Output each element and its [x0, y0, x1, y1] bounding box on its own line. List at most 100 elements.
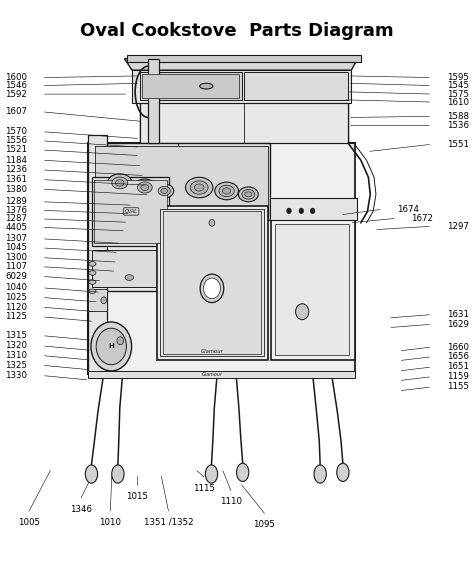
- Ellipse shape: [137, 182, 152, 193]
- Circle shape: [296, 304, 309, 320]
- Ellipse shape: [314, 465, 326, 483]
- Text: 1120: 1120: [5, 303, 27, 312]
- Text: 1588: 1588: [447, 112, 469, 121]
- Text: 1651: 1651: [447, 363, 469, 372]
- Text: 1289: 1289: [5, 197, 27, 206]
- Bar: [132, 70, 351, 103]
- Circle shape: [299, 208, 304, 214]
- Circle shape: [96, 328, 127, 365]
- Bar: [88, 371, 355, 378]
- Bar: [92, 250, 169, 287]
- Bar: [156, 206, 268, 360]
- Text: 1595: 1595: [447, 73, 469, 82]
- Bar: [140, 103, 348, 143]
- Text: 6029: 6029: [5, 272, 27, 281]
- Text: 1125: 1125: [5, 312, 27, 321]
- Text: 1674: 1674: [397, 204, 419, 214]
- Bar: [148, 59, 158, 143]
- Ellipse shape: [245, 192, 252, 197]
- Text: H: H: [109, 343, 114, 349]
- Text: 1015: 1015: [126, 492, 148, 501]
- Circle shape: [209, 219, 215, 226]
- Ellipse shape: [112, 177, 128, 189]
- Bar: [140, 73, 242, 100]
- Ellipse shape: [337, 463, 349, 481]
- Text: Glamour: Glamour: [201, 372, 222, 377]
- Ellipse shape: [89, 280, 96, 284]
- Text: 1110: 1110: [220, 497, 242, 506]
- Text: 1361: 1361: [5, 175, 27, 184]
- Ellipse shape: [89, 262, 96, 266]
- Text: 1330: 1330: [5, 371, 27, 380]
- Text: 1551: 1551: [447, 140, 469, 148]
- Ellipse shape: [190, 181, 208, 194]
- Ellipse shape: [134, 179, 156, 196]
- Text: 1351 /1352: 1351 /1352: [144, 518, 193, 527]
- Bar: [88, 289, 107, 311]
- Circle shape: [203, 278, 220, 299]
- Bar: [88, 143, 355, 374]
- Text: 1315: 1315: [5, 331, 27, 340]
- Circle shape: [101, 297, 107, 304]
- Ellipse shape: [158, 186, 170, 196]
- Text: 1159: 1159: [447, 372, 469, 381]
- Text: 1672: 1672: [411, 214, 433, 223]
- Polygon shape: [125, 59, 357, 70]
- Ellipse shape: [155, 184, 173, 198]
- Text: 1287: 1287: [5, 214, 27, 223]
- Text: Oval Cookstove  Parts Diagram: Oval Cookstove Parts Diagram: [80, 22, 394, 40]
- Bar: [143, 74, 239, 98]
- Text: 1536: 1536: [447, 121, 469, 130]
- Text: 1656: 1656: [447, 352, 469, 361]
- Bar: [354, 143, 355, 374]
- Text: 1107: 1107: [5, 262, 27, 271]
- Ellipse shape: [89, 289, 96, 293]
- Text: 1300: 1300: [5, 253, 27, 262]
- Ellipse shape: [200, 83, 213, 89]
- Text: 1184: 1184: [5, 156, 27, 164]
- Text: 1320: 1320: [5, 341, 27, 351]
- Bar: [88, 168, 173, 291]
- Text: 1005: 1005: [18, 518, 40, 527]
- Text: 1575: 1575: [447, 90, 469, 99]
- Text: 1045: 1045: [5, 243, 27, 252]
- Text: 1010: 1010: [100, 518, 121, 527]
- Ellipse shape: [238, 187, 258, 202]
- Ellipse shape: [161, 188, 167, 194]
- Ellipse shape: [125, 275, 134, 280]
- Ellipse shape: [242, 190, 255, 199]
- Text: 1521: 1521: [5, 146, 27, 154]
- Bar: [271, 203, 355, 360]
- Bar: [88, 135, 107, 374]
- Text: 1307: 1307: [5, 234, 27, 243]
- Bar: [95, 146, 268, 217]
- Circle shape: [117, 337, 124, 345]
- Ellipse shape: [108, 174, 132, 192]
- Bar: [140, 59, 348, 143]
- Ellipse shape: [219, 185, 234, 196]
- Text: 1040: 1040: [5, 283, 27, 292]
- Text: 1660: 1660: [447, 343, 469, 352]
- Ellipse shape: [222, 188, 231, 194]
- Text: 1570: 1570: [5, 127, 27, 136]
- Ellipse shape: [112, 465, 124, 483]
- Text: 1629: 1629: [447, 320, 469, 329]
- Text: 1607: 1607: [5, 107, 27, 116]
- Bar: [93, 143, 270, 220]
- Text: Glamour: Glamour: [201, 348, 223, 353]
- Ellipse shape: [116, 180, 124, 186]
- Ellipse shape: [85, 465, 98, 483]
- Bar: [160, 209, 264, 356]
- Bar: [92, 177, 169, 246]
- Circle shape: [310, 208, 315, 214]
- Ellipse shape: [89, 271, 96, 275]
- Bar: [163, 211, 261, 354]
- Text: 1600: 1600: [5, 73, 27, 82]
- Circle shape: [200, 274, 224, 303]
- Text: 1155: 1155: [447, 383, 469, 391]
- Text: 1376: 1376: [5, 206, 27, 215]
- Text: 1610: 1610: [447, 98, 469, 107]
- Bar: [94, 180, 166, 243]
- Ellipse shape: [215, 182, 238, 200]
- Text: 1095: 1095: [254, 520, 275, 529]
